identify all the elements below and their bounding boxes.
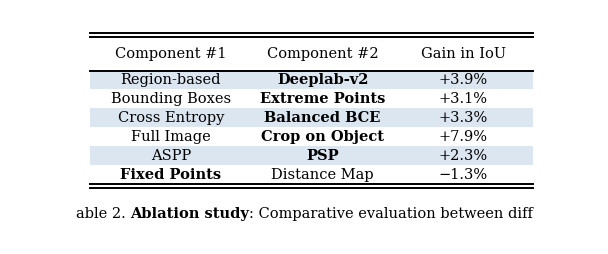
Text: Gain in IoU: Gain in IoU xyxy=(421,47,506,61)
Text: Deeplab-v2: Deeplab-v2 xyxy=(277,73,368,87)
Text: +3.3%: +3.3% xyxy=(439,111,488,125)
Text: Bounding Boxes: Bounding Boxes xyxy=(111,92,231,106)
Text: PSP: PSP xyxy=(306,149,339,163)
Text: Full Image: Full Image xyxy=(131,130,211,144)
Text: Component #2: Component #2 xyxy=(267,47,379,61)
Text: +7.9%: +7.9% xyxy=(439,130,488,144)
Text: Fixed Points: Fixed Points xyxy=(120,168,221,182)
Text: +3.1%: +3.1% xyxy=(439,92,488,106)
Text: Extreme Points: Extreme Points xyxy=(260,92,385,106)
Text: able 2.: able 2. xyxy=(76,207,130,221)
Text: Region-based: Region-based xyxy=(121,73,221,87)
Bar xyxy=(90,146,533,165)
Text: ASPP: ASPP xyxy=(151,149,191,163)
Text: Balanced BCE: Balanced BCE xyxy=(264,111,381,125)
Bar xyxy=(90,71,533,89)
Text: Component #1: Component #1 xyxy=(116,47,227,61)
Bar xyxy=(90,108,533,127)
Text: Distance Map: Distance Map xyxy=(271,168,374,182)
Text: −1.3%: −1.3% xyxy=(439,168,488,182)
Text: Crop on Object: Crop on Object xyxy=(261,130,384,144)
Text: Ablation study: Ablation study xyxy=(130,207,249,221)
Text: +3.9%: +3.9% xyxy=(439,73,488,87)
Text: : Comparative evaluation between diff: : Comparative evaluation between diff xyxy=(249,207,533,221)
Text: Cross Entropy: Cross Entropy xyxy=(118,111,224,125)
Text: +2.3%: +2.3% xyxy=(439,149,488,163)
